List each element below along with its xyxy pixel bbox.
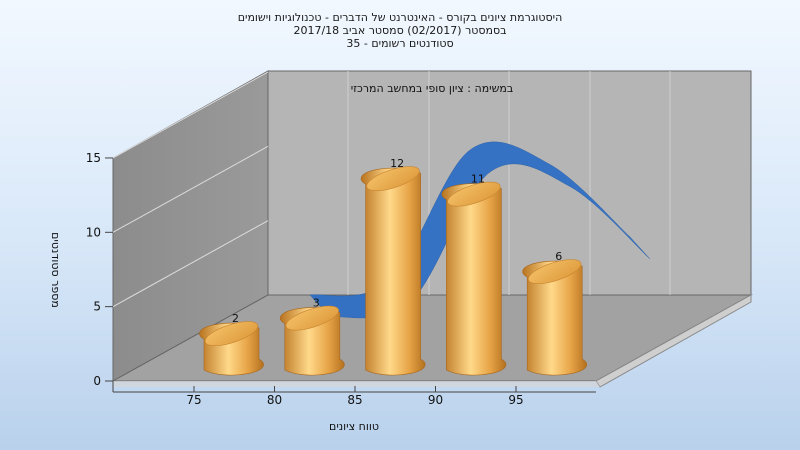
data-label: 12 xyxy=(390,157,404,170)
bar-90: 11 xyxy=(441,172,507,376)
x-tick-label: 85 xyxy=(347,393,362,407)
bar-85: 12 xyxy=(360,157,426,376)
front-edge xyxy=(113,381,600,387)
bar-cap xyxy=(285,305,339,331)
x-tick-label: 90 xyxy=(428,393,443,407)
bar-cap xyxy=(528,259,582,284)
chart-title-line2: בסמסטר (02/2017) סמסטר אביב 2017/18 xyxy=(293,24,507,37)
plot-subtitle: במשימה : ציון סופי במחשב המרכזי xyxy=(351,82,514,95)
gridline-left xyxy=(112,145,269,233)
bar-cap xyxy=(204,321,259,346)
axes: 0 5 10 15 75 80 85 90 95 xyxy=(86,151,596,407)
y-tick-label: 15 xyxy=(86,151,101,165)
y-axis-label: מספר סטודנטים xyxy=(49,232,62,308)
bar-body xyxy=(522,260,588,376)
gridline-left xyxy=(112,220,269,308)
bar-95: 6 xyxy=(522,250,588,376)
gridline-left xyxy=(112,71,269,159)
bar-cap xyxy=(447,181,501,207)
y-tick-label: 0 xyxy=(93,374,101,388)
bar-cap xyxy=(366,166,420,191)
x-axis-label: טווח ציונים xyxy=(329,420,379,433)
bar-body xyxy=(441,183,507,376)
y-tick-label: 10 xyxy=(86,225,101,239)
bars: 2 3 12 11 6 xyxy=(199,157,588,376)
data-label: 6 xyxy=(555,250,562,263)
bar-75: 2 xyxy=(199,312,264,376)
chart-title-line1: היסטוגרמת ציונים בקורס - האינטרנט של הדב… xyxy=(237,11,563,24)
floor-edge xyxy=(595,294,752,388)
bar-80: 3 xyxy=(279,296,345,376)
x-tick-label: 95 xyxy=(508,393,523,407)
data-label: 3 xyxy=(313,296,320,309)
data-label: 2 xyxy=(232,312,239,325)
bar-body xyxy=(360,167,426,376)
data-label: 11 xyxy=(471,172,485,185)
x-tick-label: 75 xyxy=(186,393,201,407)
y-tick-label: 5 xyxy=(93,300,101,314)
x-tick-label: 80 xyxy=(267,393,282,407)
chart-title-line3: סטודנטים רשומים - 35 xyxy=(346,37,454,50)
